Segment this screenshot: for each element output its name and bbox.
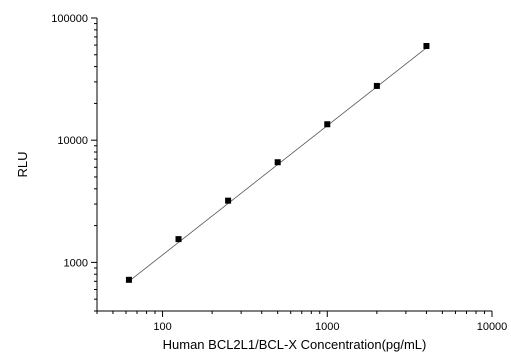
plot-area: 100 1000 10000 1000 10000 100000 <box>51 13 507 333</box>
data-point <box>225 197 232 204</box>
y-tick-label: 1000 <box>64 257 88 269</box>
data-point <box>125 276 132 283</box>
y-axis-title: RLU <box>15 151 30 177</box>
x-tick-label: 10000 <box>477 321 508 333</box>
y-axis-ticks: 1000 10000 100000 <box>51 13 97 312</box>
x-tick-label: 100 <box>153 321 171 333</box>
x-axis-ticks: 100 1000 10000 <box>96 311 508 333</box>
data-point <box>324 121 331 128</box>
x-tick-label: 1000 <box>315 321 339 333</box>
data-points <box>125 42 430 283</box>
data-point <box>274 159 281 166</box>
data-point <box>175 236 182 243</box>
data-point <box>423 42 430 49</box>
y-tick-label: 100000 <box>51 13 88 25</box>
data-point <box>373 82 380 89</box>
x-axis-title: Human BCL2L1/BCL-X Concentration(pg/mL) <box>163 337 427 352</box>
y-tick-label: 10000 <box>57 135 88 147</box>
